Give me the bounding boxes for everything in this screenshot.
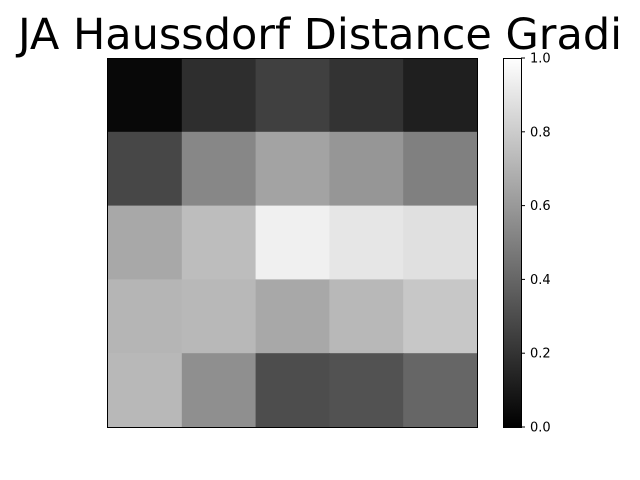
heatmap-cell bbox=[255, 58, 330, 133]
heatmap-cell bbox=[403, 353, 478, 428]
heatmap-cell bbox=[181, 279, 257, 354]
colorbar-tick-label: 0.2 bbox=[530, 347, 551, 362]
heatmap-cell bbox=[403, 58, 478, 133]
colorbar-gradient bbox=[503, 58, 521, 427]
colorbar-tick-label: 0.4 bbox=[530, 273, 551, 288]
colorbar-tick-label: 0.8 bbox=[530, 125, 551, 140]
colorbar-ticks: 0.0 0.2 0.4 0.6 0.8 1.0 bbox=[521, 52, 551, 436]
colorbar-frame bbox=[503, 58, 522, 428]
heatmap-cell bbox=[108, 279, 183, 354]
heatmap-cell bbox=[255, 279, 330, 354]
heatmap-cell bbox=[329, 58, 404, 133]
heatmap-cell bbox=[108, 353, 183, 428]
heatmap-cell bbox=[108, 58, 183, 133]
heatmap-cell bbox=[181, 58, 257, 133]
heatmap-cell bbox=[255, 353, 330, 428]
heatmap-cell bbox=[329, 131, 404, 207]
chart-title: JA Haussdorf Distance Gradi bbox=[17, 10, 623, 60]
heatmap-cell bbox=[181, 205, 257, 280]
heatmap-cell bbox=[403, 279, 478, 354]
colorbar-tick-label: 0.6 bbox=[530, 199, 551, 214]
colorbar-tick-label: 1.0 bbox=[530, 52, 551, 67]
heatmap-cell bbox=[181, 131, 257, 207]
heatmap-cell bbox=[181, 353, 257, 428]
heatmap-cell bbox=[108, 205, 183, 280]
heatmap-cell bbox=[329, 205, 404, 280]
heatmap-cells bbox=[108, 58, 478, 428]
heatmap-cell bbox=[329, 353, 404, 428]
heatmap-cell bbox=[403, 205, 478, 280]
heatmap-cell bbox=[255, 205, 330, 280]
colorbar: 0.0 0.2 0.4 0.6 0.8 1.0 bbox=[503, 52, 551, 436]
heatmap-cell bbox=[255, 131, 330, 207]
heatmap-cell bbox=[108, 131, 183, 207]
heatmap-cell bbox=[329, 279, 404, 354]
heatmap-frame bbox=[107, 58, 478, 428]
colorbar-tick-label: 0.0 bbox=[530, 421, 551, 436]
heatmap-cell bbox=[403, 131, 478, 207]
